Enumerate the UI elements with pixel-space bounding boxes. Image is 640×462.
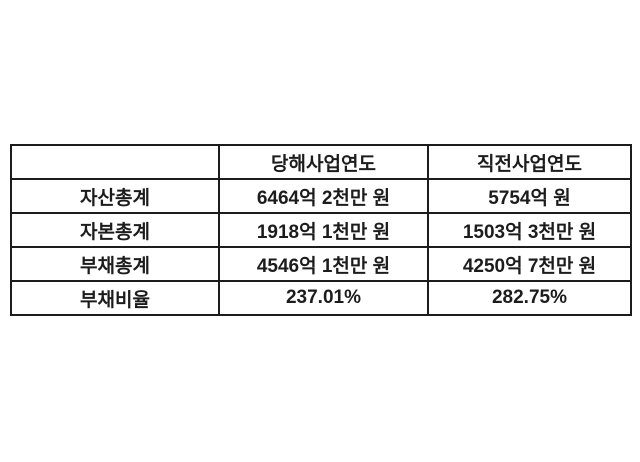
table-row-total-equity: 자본총계 1918억 1천만 원 1503억 3천만 원 — [10, 212, 632, 248]
cell-previous-value: 4250억 7천만 원 — [427, 246, 632, 282]
cell-previous-value: 282.75% — [427, 280, 632, 316]
header-current-year: 당해사업연도 — [218, 144, 429, 180]
cell-current-value: 1918억 1천만 원 — [218, 212, 429, 248]
table-header-row: 당해사업연도 직전사업연도 — [10, 144, 632, 180]
row-label: 자본총계 — [10, 212, 220, 248]
cell-previous-value: 5754억 원 — [427, 178, 632, 214]
row-label: 부채총계 — [10, 246, 220, 282]
cell-current-value: 237.01% — [218, 280, 429, 316]
cell-current-value: 4546억 1천만 원 — [218, 246, 429, 282]
financial-summary-table: 당해사업연도 직전사업연도 자산총계 6464억 2천만 원 5754억 원 자… — [10, 144, 632, 316]
table-row-total-liabilities: 부채총계 4546억 1천만 원 4250억 7천만 원 — [10, 246, 632, 282]
table-row-debt-ratio: 부채비율 237.01% 282.75% — [10, 280, 632, 316]
table-row-total-assets: 자산총계 6464억 2천만 원 5754억 원 — [10, 178, 632, 214]
header-empty-cell — [10, 144, 220, 180]
row-label: 부채비율 — [10, 280, 220, 316]
header-previous-year: 직전사업연도 — [427, 144, 632, 180]
cell-previous-value: 1503억 3천만 원 — [427, 212, 632, 248]
cell-current-value: 6464억 2천만 원 — [218, 178, 429, 214]
row-label: 자산총계 — [10, 178, 220, 214]
